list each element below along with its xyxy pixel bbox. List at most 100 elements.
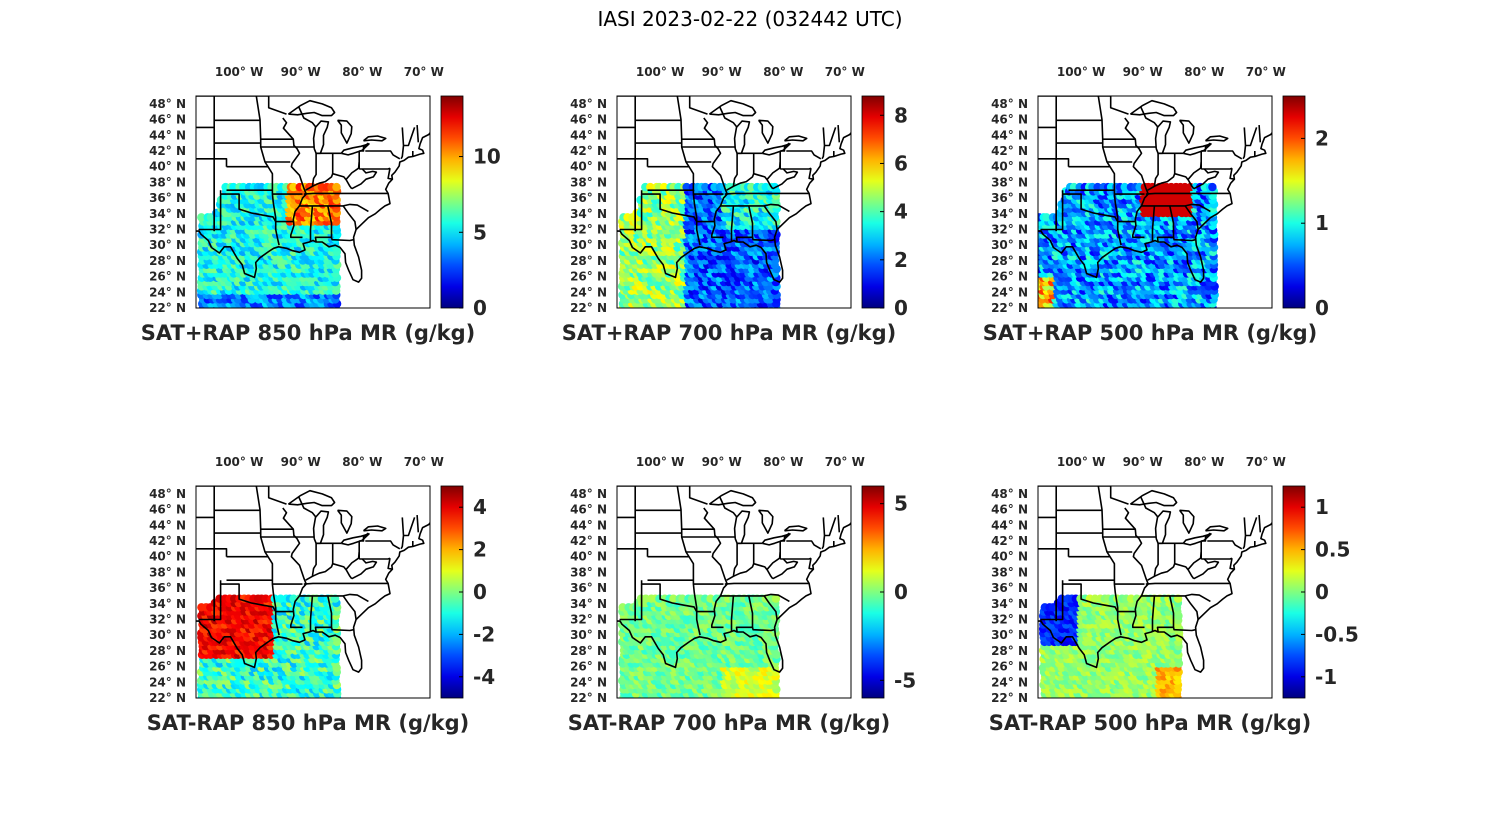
latitude-tick-label: 32° N: [991, 223, 1028, 237]
figure-title: IASI 2023-02-22 (032442 UTC): [597, 7, 903, 31]
state-boundary: [719, 106, 738, 128]
state-boundary: [416, 125, 420, 143]
state-boundary: [688, 96, 708, 115]
state-boundary: [298, 593, 369, 603]
data-swath: [196, 594, 342, 698]
state-boundary: [763, 595, 778, 620]
state-boundary: [688, 486, 708, 505]
latitude-tick-label: 26° N: [570, 270, 607, 284]
latitude-tick-label: 48° N: [991, 97, 1028, 111]
state-boundary: [1061, 190, 1119, 222]
map-frame: [616, 95, 852, 309]
state-boundary: [726, 153, 738, 191]
state-boundary: [198, 194, 222, 231]
state-boundary: [703, 117, 728, 239]
state-boundary: [780, 167, 812, 170]
map-panel: 100° W 90° W 80° W 70° W48° N46° N44° N42° …: [562, 65, 908, 345]
state-boundary: [1038, 158, 1070, 167]
state-boundary: [267, 96, 287, 115]
colorbar-tick-label: 0: [894, 580, 908, 604]
state-boundary: [1187, 161, 1202, 180]
state-boundary: [345, 161, 360, 180]
map-boundaries: [617, 96, 851, 283]
longitude-tick-label: 100° W: [636, 65, 684, 79]
state-boundary: [342, 595, 357, 620]
longitude-tick-label: 90° W: [1123, 65, 1163, 79]
state-boundary: [1145, 192, 1230, 195]
latitude-tick-label: 26° N: [991, 270, 1028, 284]
latitude-tick-label: 30° N: [570, 238, 607, 252]
state-boundary: [303, 582, 388, 585]
map-panel: 100° W 90° W 80° W 70° W48° N46° N44° N42° …: [983, 65, 1329, 345]
state-boundary: [282, 507, 307, 629]
colorbar-tick-label: 0: [473, 296, 487, 320]
state-boundary: [282, 117, 307, 239]
longitude-tick-label: 90° W: [702, 455, 742, 469]
great-lake-outline: [757, 509, 774, 534]
data-swath: [1038, 594, 1184, 698]
colorbar-tick-label: 0: [894, 296, 908, 320]
state-boundary: [766, 161, 781, 180]
panel-title: SAT+RAP 500 hPa MR (g/kg): [983, 321, 1317, 345]
state-boundary: [303, 192, 388, 195]
latitude-tick-label: 22° N: [149, 691, 186, 705]
state-boundary: [312, 562, 353, 580]
state-boundary: [198, 584, 222, 621]
data-point: [289, 182, 298, 192]
state-boundary: [330, 627, 354, 632]
state-boundary: [1245, 127, 1258, 147]
latitude-tick-label: 40° N: [149, 550, 186, 564]
colorbar-tick-label: 8: [894, 103, 908, 127]
latitude-tick-label: 30° N: [149, 238, 186, 252]
state-boundary: [808, 168, 814, 180]
data-point: [701, 182, 710, 192]
latitude-tick-label: 38° N: [570, 565, 607, 579]
data-point: [771, 594, 781, 603]
latitude-tick-label: 44° N: [570, 128, 607, 142]
latitude-tick-label: 46° N: [149, 113, 186, 127]
data-point: [669, 594, 678, 603]
colorbar-tick-label: 6: [894, 152, 908, 176]
great-lake-outline: [336, 119, 353, 144]
state-boundary: [365, 540, 401, 550]
state-boundary: [298, 203, 369, 213]
map-boundaries: [617, 486, 851, 673]
latitude-tick-label: 44° N: [991, 128, 1028, 142]
state-boundary: [1229, 168, 1235, 180]
latitude-tick-label: 42° N: [570, 144, 607, 158]
map-frame: [195, 485, 431, 699]
latitude-tick-label: 36° N: [570, 581, 607, 595]
colorbar-tick-label: 10: [473, 145, 501, 169]
panel-title: SAT-RAP 700 hPa MR (g/kg): [568, 711, 891, 735]
great-lake-outline: [761, 533, 791, 546]
state-boundary: [400, 127, 405, 160]
latitude-tick-label: 28° N: [570, 644, 607, 658]
latitude-tick-label: 28° N: [149, 644, 186, 658]
colorbar-tick-label: 4: [894, 200, 908, 224]
state-boundary: [733, 172, 774, 190]
state-boundary: [1124, 117, 1149, 239]
state-boundary: [359, 142, 369, 152]
state-boundary: [824, 127, 837, 147]
state-boundary: [1140, 203, 1211, 213]
state-boundary: [365, 150, 401, 160]
latitude-tick-label: 48° N: [570, 487, 607, 501]
state-boundary: [751, 627, 775, 632]
state-boundary: [808, 558, 814, 570]
map-frame: [616, 485, 852, 699]
colorbar: [440, 95, 464, 309]
state-boundary: [351, 558, 378, 580]
great-lake-outline: [287, 489, 336, 507]
great-lake-outline: [1204, 135, 1229, 142]
data-swath: [1038, 182, 1219, 308]
great-lake-outline: [708, 489, 757, 507]
state-boundary: [726, 543, 738, 581]
map-panel: 100° W 90° W 80° W 70° W48° N46° N44° N42° …: [989, 455, 1359, 735]
colorbar-tick-label: 5: [473, 220, 487, 244]
data-point: [682, 182, 691, 192]
state-boundary: [1040, 194, 1064, 231]
latitude-tick-label: 26° N: [149, 270, 186, 284]
great-lake-outline: [336, 509, 353, 534]
state-boundary: [772, 168, 799, 190]
latitude-tick-label: 26° N: [570, 660, 607, 674]
